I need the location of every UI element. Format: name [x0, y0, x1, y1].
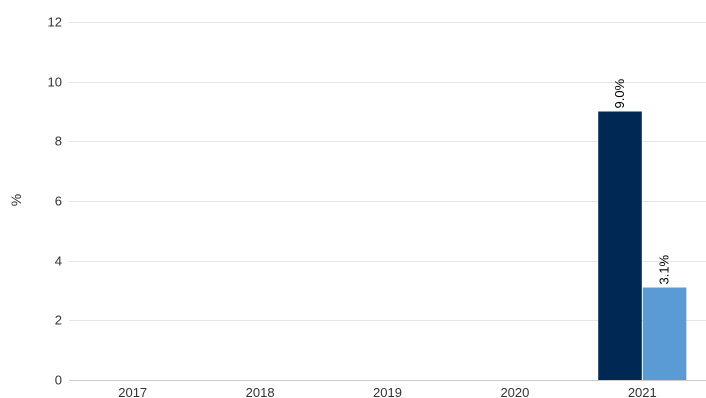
- data-labels: 9.0% 3.1%: [612, 78, 672, 284]
- y-tick-label: 6: [55, 194, 62, 209]
- y-tick-label: 2: [55, 313, 62, 328]
- x-tick-label: 2020: [500, 385, 529, 398]
- bar: [598, 111, 642, 380]
- x-tick-label: 2021: [628, 385, 657, 398]
- x-tick-label: 2019: [373, 385, 402, 398]
- data-label: 3.1%: [657, 254, 672, 284]
- y-axis-title: %: [8, 194, 24, 206]
- y-tick-label: 12: [48, 15, 62, 30]
- bar: [642, 287, 687, 380]
- y-tick-label: 8: [55, 134, 62, 149]
- data-label: 9.0%: [612, 78, 627, 108]
- axes: 0 2 4 6 8 10 12 2017 2018 2019 2020 2021: [48, 15, 706, 398]
- x-tick-label: 2017: [118, 385, 147, 398]
- bars: [598, 111, 687, 380]
- y-tick-label: 10: [48, 75, 62, 90]
- y-tick-label: 0: [55, 373, 62, 388]
- x-tick-label: 2018: [246, 385, 275, 398]
- y-tick-label: 4: [55, 254, 62, 269]
